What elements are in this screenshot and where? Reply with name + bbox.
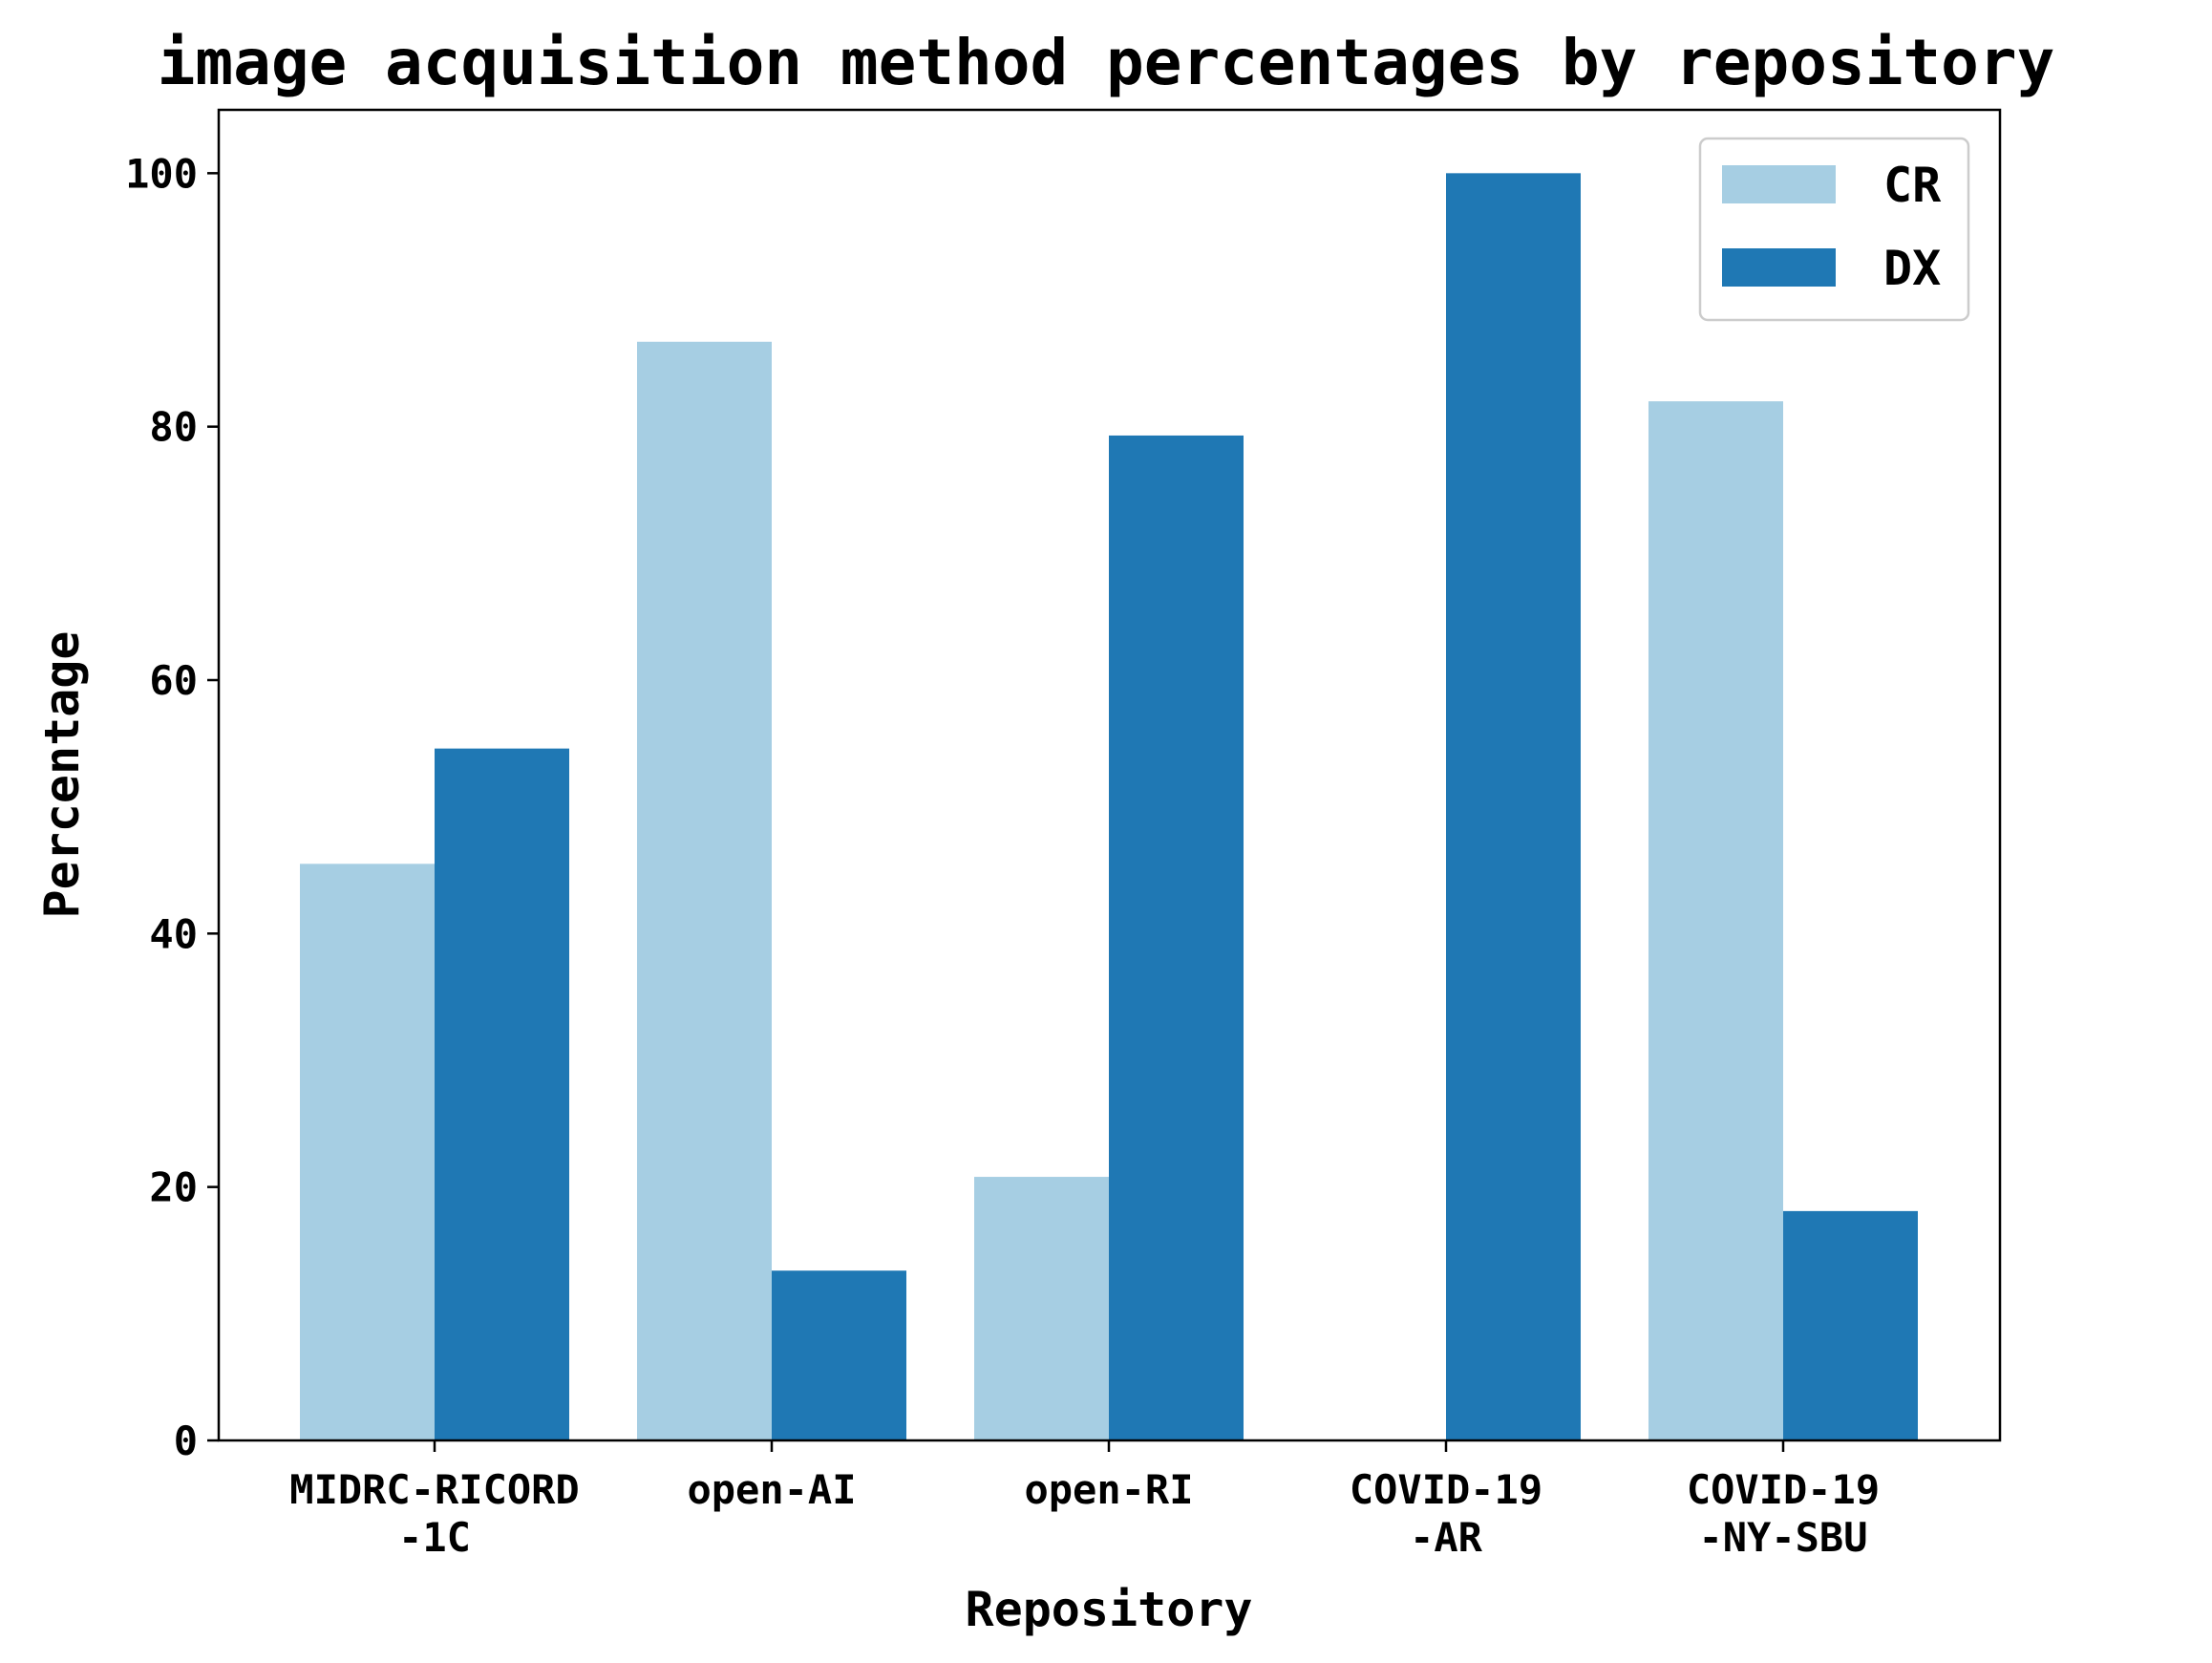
bar-cr-2 bbox=[974, 1177, 1109, 1440]
legend-swatch-cr bbox=[1722, 165, 1836, 203]
y-axis-label: Percentage bbox=[34, 630, 90, 918]
x-tick-label-4: COVID-19 -NY-SBU bbox=[1687, 1466, 1880, 1561]
y-tick-label-3: 60 bbox=[149, 657, 198, 704]
y-tick-label-2: 40 bbox=[149, 910, 198, 957]
bar-dx-1 bbox=[772, 1270, 906, 1440]
legend-swatch-dx bbox=[1722, 248, 1836, 287]
bar-dx-0 bbox=[435, 748, 569, 1440]
y-tick-label-4: 80 bbox=[149, 404, 198, 451]
x-tick-label-1: open-AI bbox=[687, 1466, 856, 1513]
legend: CR DX bbox=[1698, 137, 1970, 322]
y-tick-label-0: 0 bbox=[174, 1418, 198, 1464]
x-tick-label-3: COVID-19 -AR bbox=[1350, 1466, 1542, 1561]
bar-cr-4 bbox=[1648, 401, 1783, 1441]
x-axis: MIDRC-RICORD -1C open-AI open-RI COVID-19 -AR… bbox=[289, 1440, 1880, 1561]
bar-cr-1 bbox=[637, 341, 772, 1440]
legend-label-cr: CR bbox=[1883, 158, 1942, 213]
chart-title: image acquisition method percentages by … bbox=[158, 26, 2055, 99]
bars-group bbox=[300, 173, 1918, 1441]
y-tick-label-1: 20 bbox=[149, 1164, 198, 1211]
x-axis-label: Repository bbox=[965, 1582, 1252, 1637]
bar-dx-2 bbox=[1109, 435, 1244, 1440]
plot-frame bbox=[217, 108, 2002, 1442]
x-tick-label-0: MIDRC-RICORD -1C bbox=[289, 1466, 579, 1561]
bar-dx-4 bbox=[1783, 1210, 1918, 1440]
x-tick-label-2: open-RI bbox=[1024, 1466, 1193, 1513]
y-tick-label-5: 100 bbox=[125, 150, 198, 197]
bar-dx-3 bbox=[1446, 173, 1581, 1440]
y-axis: 0 20 40 60 80 100 bbox=[125, 150, 219, 1464]
bar-cr-0 bbox=[300, 863, 435, 1440]
legend-label-dx: DX bbox=[1883, 241, 1941, 296]
